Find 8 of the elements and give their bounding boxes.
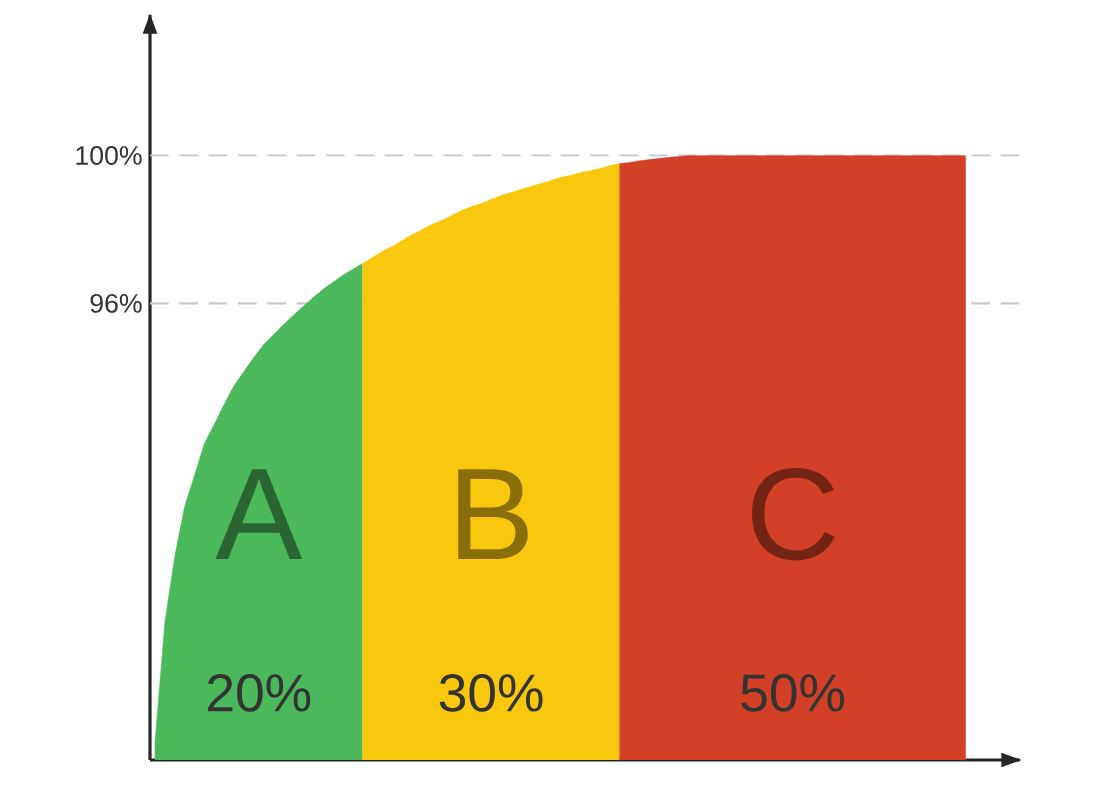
annotation: 50% xyxy=(741,674,845,712)
annotation: 20% xyxy=(208,674,311,712)
y-tick-label: 100% xyxy=(76,146,142,165)
series-label: B xyxy=(458,469,528,560)
y-tick-label: 96% xyxy=(90,293,142,313)
series-label: A xyxy=(215,469,303,560)
annotation: 30% xyxy=(439,674,543,712)
series-label: C xyxy=(752,467,835,561)
